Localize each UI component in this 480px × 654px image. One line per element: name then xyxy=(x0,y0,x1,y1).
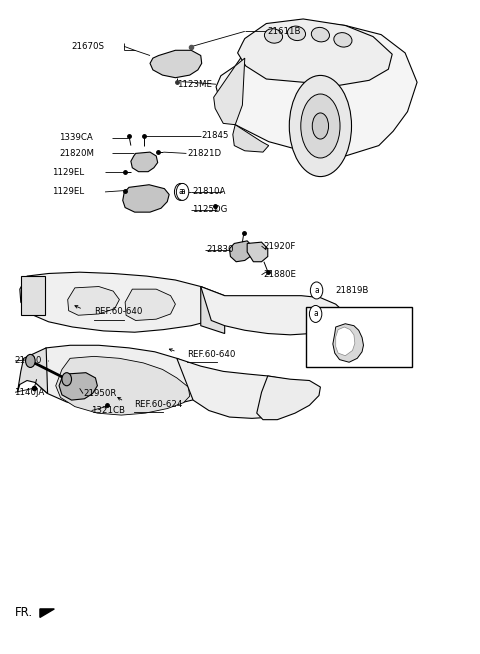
Text: 21830: 21830 xyxy=(206,245,234,254)
Text: 21611B: 21611B xyxy=(268,27,301,36)
Polygon shape xyxy=(30,345,211,411)
Polygon shape xyxy=(229,241,253,262)
Text: 1129EL: 1129EL xyxy=(52,188,84,196)
Text: 1140JA: 1140JA xyxy=(14,388,44,397)
Text: 21880E: 21880E xyxy=(263,270,296,279)
Text: a: a xyxy=(314,286,319,295)
Text: 21810A: 21810A xyxy=(192,188,226,196)
Circle shape xyxy=(310,305,322,322)
Text: 21920F: 21920F xyxy=(263,241,295,250)
Text: REF.60-624: REF.60-624 xyxy=(134,400,182,409)
Circle shape xyxy=(176,183,189,200)
Circle shape xyxy=(62,373,72,386)
Text: a: a xyxy=(180,188,185,196)
Polygon shape xyxy=(177,358,306,419)
Ellipse shape xyxy=(289,75,351,177)
Text: 21950R: 21950R xyxy=(83,389,116,398)
Text: FR.: FR. xyxy=(15,606,33,619)
Ellipse shape xyxy=(264,29,283,43)
Ellipse shape xyxy=(312,27,329,42)
Circle shape xyxy=(174,183,187,200)
Polygon shape xyxy=(257,376,321,420)
Polygon shape xyxy=(201,286,225,334)
Text: REF.60-640: REF.60-640 xyxy=(187,350,236,359)
Text: 1129EL: 1129EL xyxy=(52,169,84,177)
Text: a: a xyxy=(178,188,183,196)
Ellipse shape xyxy=(312,113,328,139)
Polygon shape xyxy=(21,276,45,315)
Text: 1123ME: 1123ME xyxy=(177,80,212,89)
Text: 21670S: 21670S xyxy=(72,42,105,51)
Text: 1339CA: 1339CA xyxy=(59,133,93,142)
Polygon shape xyxy=(150,50,202,78)
Polygon shape xyxy=(40,609,54,617)
Polygon shape xyxy=(125,289,175,320)
Text: 21819B: 21819B xyxy=(336,286,369,295)
Circle shape xyxy=(311,282,323,299)
Polygon shape xyxy=(20,272,225,332)
Text: 21821D: 21821D xyxy=(187,149,221,158)
Polygon shape xyxy=(333,324,363,362)
Polygon shape xyxy=(59,373,97,400)
Polygon shape xyxy=(123,184,169,212)
Polygon shape xyxy=(247,242,268,262)
Polygon shape xyxy=(68,286,120,315)
Polygon shape xyxy=(17,348,48,394)
Text: REF.60-640: REF.60-640 xyxy=(94,307,143,317)
Polygon shape xyxy=(131,152,157,172)
Text: 21820M: 21820M xyxy=(59,149,94,158)
Polygon shape xyxy=(233,125,269,152)
Polygon shape xyxy=(306,307,412,368)
Text: 21920: 21920 xyxy=(14,356,41,366)
Polygon shape xyxy=(214,58,245,125)
Ellipse shape xyxy=(301,94,340,158)
Polygon shape xyxy=(201,286,346,335)
Polygon shape xyxy=(56,356,190,415)
Circle shape xyxy=(25,354,35,368)
Text: 1321CB: 1321CB xyxy=(91,406,125,415)
Polygon shape xyxy=(336,327,355,356)
Polygon shape xyxy=(216,20,417,156)
Text: a: a xyxy=(313,309,318,318)
Polygon shape xyxy=(238,19,392,86)
Ellipse shape xyxy=(334,33,352,47)
Ellipse shape xyxy=(288,26,306,41)
Text: 21845: 21845 xyxy=(202,131,229,141)
Text: 1125DG: 1125DG xyxy=(192,205,228,214)
